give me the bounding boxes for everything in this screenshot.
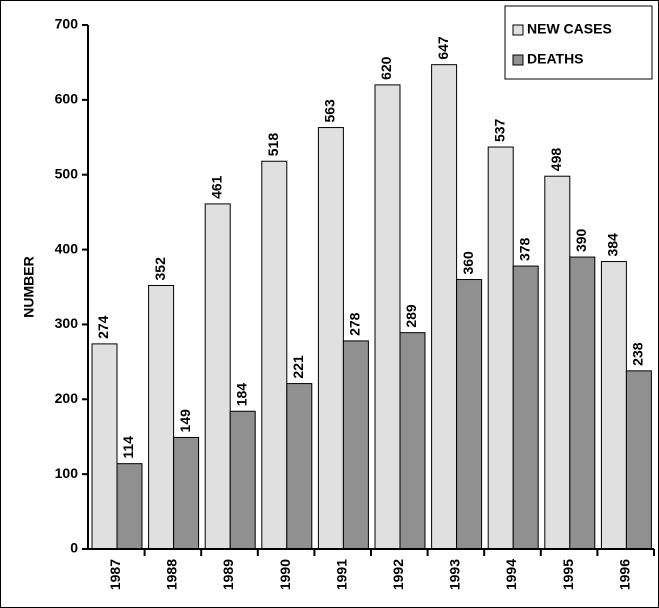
value-label: 114: [120, 436, 136, 459]
value-label: 620: [378, 56, 394, 80]
x-tick-label: 1987: [107, 559, 123, 590]
y-tick-label: 700: [55, 16, 79, 32]
bar: [148, 285, 175, 550]
bar: [374, 84, 401, 550]
x-tick-label: 1996: [616, 559, 632, 590]
value-label: 360: [460, 251, 476, 275]
bar: [286, 383, 313, 550]
y-tick-label: 200: [55, 390, 79, 406]
value-label: 384: [605, 233, 621, 257]
bar: [569, 256, 596, 550]
x-tick-label: 1993: [447, 559, 463, 590]
value-label: 278: [347, 312, 363, 336]
x-tick-label: 1994: [503, 559, 519, 590]
value-label: 184: [233, 383, 249, 407]
bar: [204, 203, 231, 550]
value-label: 149: [177, 409, 193, 433]
y-tick-label: 600: [55, 91, 79, 107]
x-tick-label: 1989: [220, 559, 236, 590]
bar: [173, 436, 200, 550]
value-label: 461: [208, 175, 224, 199]
x-tick-label: 1990: [277, 559, 293, 590]
legend-label: DEATHS: [527, 51, 584, 67]
x-tick-label: 1992: [390, 559, 406, 590]
bar: [91, 343, 118, 550]
y-tick-label: 100: [55, 465, 79, 481]
legend-swatch: [512, 54, 524, 66]
bar: [229, 410, 256, 550]
value-label: 498: [548, 148, 564, 172]
value-label: 274: [95, 315, 111, 339]
y-tick-label: 300: [55, 315, 79, 331]
legend-label: NEW CASES: [527, 21, 612, 37]
bar: [399, 332, 426, 550]
value-label: 563: [322, 99, 338, 123]
bar: [625, 370, 652, 550]
value-label: 390: [573, 228, 589, 252]
bar: [456, 279, 483, 550]
value-label: 238: [630, 342, 646, 366]
bar: [600, 261, 627, 550]
x-tick-label: 1988: [164, 559, 180, 590]
value-label: 647: [435, 36, 451, 60]
bar: [261, 160, 288, 550]
value-label: 221: [290, 355, 306, 379]
value-label: 289: [403, 304, 419, 328]
x-tick-label: 1991: [333, 559, 349, 590]
y-axis-label: NUMBER: [21, 256, 37, 317]
bar: [544, 175, 571, 550]
y-tick-label: 0: [70, 540, 78, 556]
bar: [342, 340, 369, 550]
bar: [431, 64, 458, 550]
value-label: 518: [265, 133, 281, 157]
y-tick-label: 400: [55, 240, 79, 256]
value-label: 352: [152, 257, 168, 281]
value-label: 378: [516, 237, 532, 261]
bar: [116, 463, 143, 550]
legend-swatch: [512, 24, 524, 36]
bar: [317, 127, 344, 550]
bar: [512, 265, 539, 550]
legend-box: [504, 5, 653, 80]
bar: [487, 146, 514, 550]
x-tick-label: 1995: [560, 559, 576, 590]
y-tick-label: 500: [55, 165, 79, 181]
value-label: 537: [491, 118, 507, 142]
